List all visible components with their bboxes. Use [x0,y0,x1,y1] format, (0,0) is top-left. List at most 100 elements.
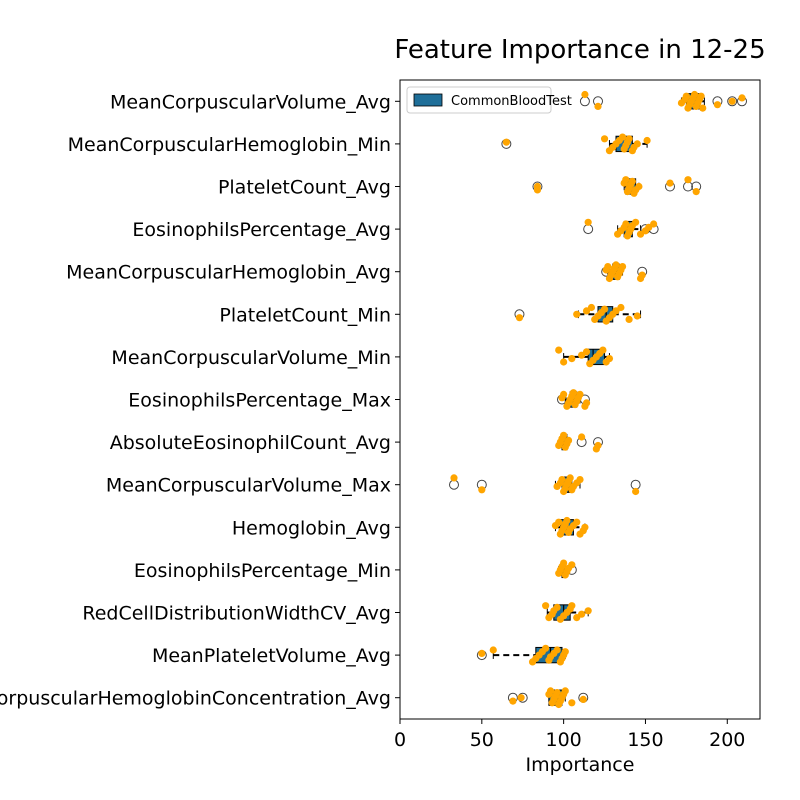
data-point [684,176,692,184]
data-point [599,346,607,354]
data-point [625,135,633,143]
box-group [555,431,603,453]
data-point [682,92,690,100]
outlier-marker [630,479,641,490]
x-axis-label: Importance [526,754,635,776]
data-point [643,136,651,145]
data-point [555,346,563,354]
data-point [573,310,581,318]
data-point [478,486,486,494]
box-group [514,303,642,325]
data-point [561,648,569,656]
data-point [560,559,568,567]
data-point [553,689,561,697]
x-tick-label: 50 [470,729,494,751]
data-point [563,516,571,525]
y-tick-label: MeanPlateletVolume_Avg [152,645,391,667]
x-tick-label: 200 [709,729,745,751]
outlier-marker [449,479,459,490]
y-tick-label: MeanCorpuscularVolume_Max [106,475,391,497]
data-point [515,314,524,322]
data-point [542,644,550,652]
data-point [728,97,736,105]
data-point [509,697,517,705]
box-group [583,218,659,240]
data-point [600,305,609,313]
outlier-marker [579,96,590,107]
data-point [581,90,589,99]
y-tick-label: MeanCorpuscularHemoglobin_Min [68,134,391,156]
data-point [582,399,591,407]
data-point [555,518,563,526]
box-group [557,389,591,410]
data-point [622,176,630,184]
plot-area [449,90,747,709]
x-tick-label: 150 [627,729,663,751]
outlier-marker [727,96,738,107]
data-point [450,474,458,482]
data-point [517,694,525,702]
data-point [666,179,674,187]
box-group [507,687,589,709]
data-point [697,92,705,100]
box-group [551,516,589,538]
data-point [533,182,542,191]
box-group [476,644,569,666]
data-point [560,431,568,439]
data-point [584,607,592,615]
data-point [625,315,633,323]
box-group [555,346,614,368]
y-tick-label: EosinophilsPercentage_Min [134,560,391,582]
outlier-marker [683,181,693,192]
y-tick-label: PlateletCount_Avg [218,177,391,199]
box-group [579,90,747,112]
data-point [566,474,574,482]
data-point [578,433,586,441]
data-point [605,355,614,363]
y-tick-label: RedCellDistributionWidthCV_Avg [82,603,391,625]
data-point [573,518,581,526]
data-point [594,441,602,450]
data-point [690,90,699,99]
data-point [600,135,609,143]
data-point [617,303,625,312]
x-tick-label: 100 [546,729,582,751]
data-point [650,220,658,228]
data-point [489,646,497,654]
y-tick-label: MeanCorpuscularHemoglobinConcentration_A… [0,688,391,710]
data-point [561,687,569,695]
data-point [587,303,596,312]
box-group [532,176,702,197]
box-group [449,474,641,496]
outlier-marker [583,224,594,235]
data-point [635,182,643,191]
y-tick-label: EosinophilsPercentage_Avg [132,219,391,241]
legend-frame [406,86,552,114]
data-point [478,649,486,658]
data-point [560,358,568,366]
legend: CommonBloodTest [406,86,572,114]
data-point [553,603,561,612]
data-point [618,263,627,271]
data-point [502,138,510,146]
data-point [568,355,576,363]
y-tick-label: AbsoluteEosinophilCount_Avg [110,432,391,454]
data-point [633,140,641,148]
y-tick-label: Hemoglobin_Avg [232,517,391,539]
data-point [576,476,584,484]
data-point [546,687,555,695]
legend-label: CommonBloodTest [451,94,572,109]
data-point [568,699,576,707]
data-point [633,312,641,320]
data-point [612,261,620,269]
x-axis: 0 50 100 150 200 [394,719,745,751]
y-tick-label: MeanCorpuscularVolume_Min [111,347,391,369]
data-point [594,102,602,110]
chart-title: Feature Importance in 12-25 [394,35,765,65]
data-point [564,436,573,444]
data-point [560,390,568,398]
data-point [558,476,566,484]
x-tick-label: 0 [394,729,406,751]
data-point [578,610,586,618]
